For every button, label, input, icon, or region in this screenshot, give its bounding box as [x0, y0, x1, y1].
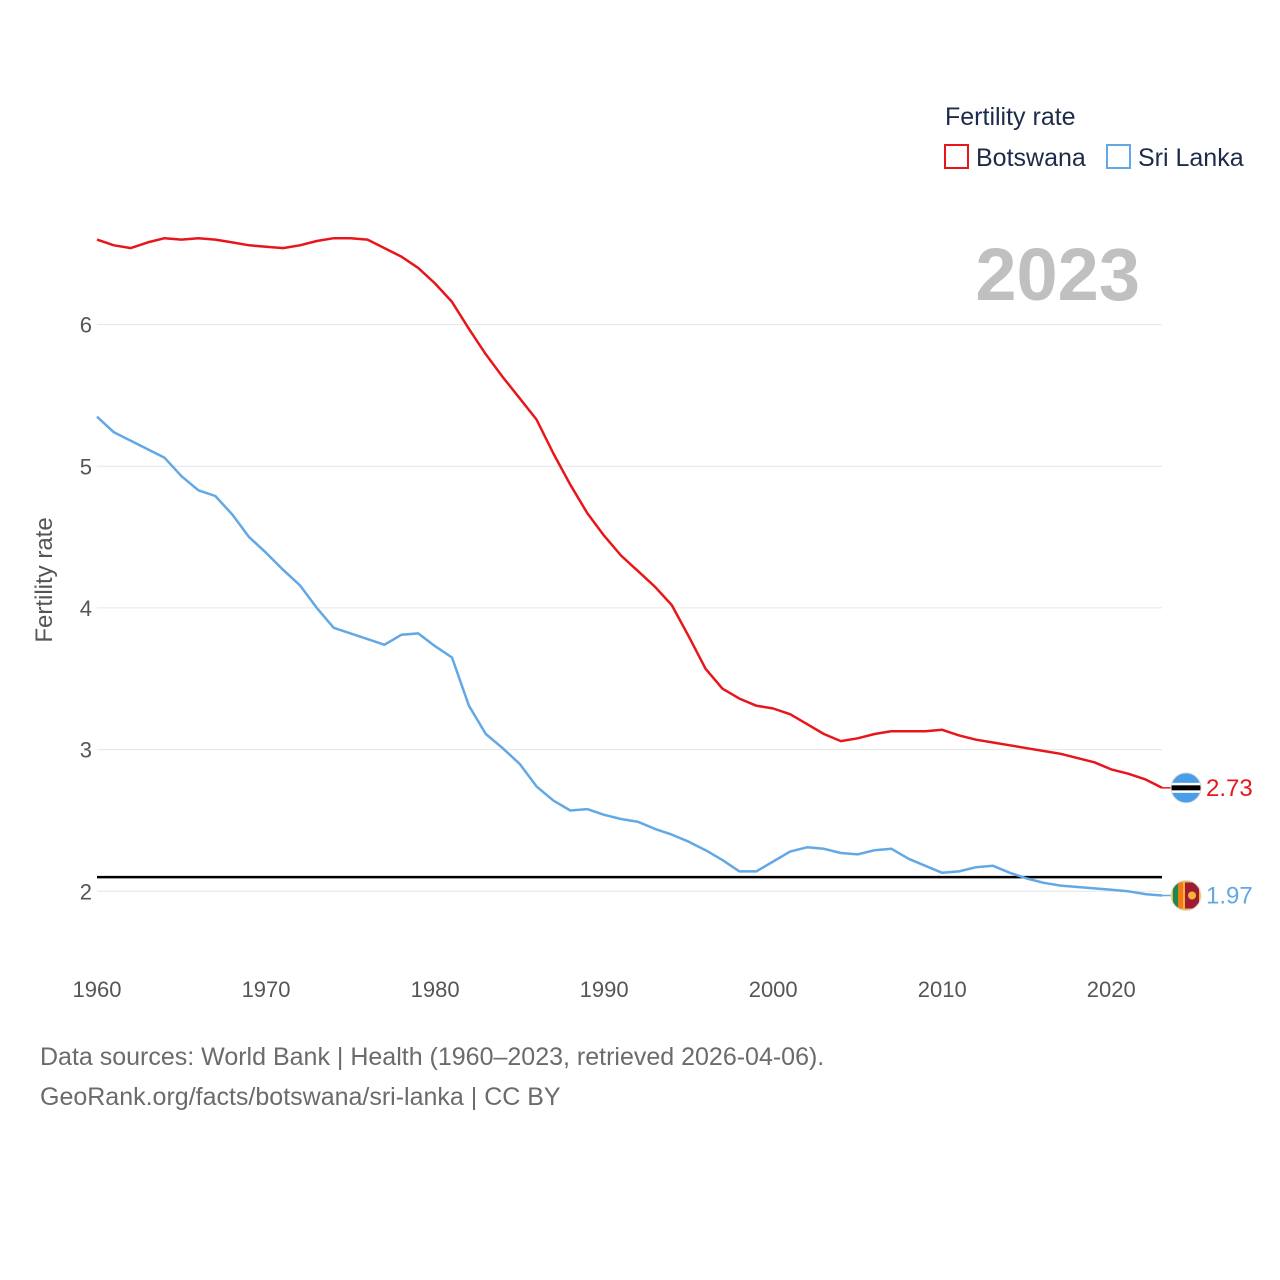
flag-sri-lanka-icon [1170, 880, 1202, 911]
x-tick-label-1960: 1960 [73, 977, 122, 1002]
end-value-label-botswana: 2.73 [1206, 775, 1253, 802]
legend-swatch-botswana [944, 144, 969, 169]
series-line-sri-lanka[interactable] [96, 415, 1163, 897]
end-label-layer: 2.73 1.97 [1162, 772, 1253, 911]
series-layer [96, 236, 1163, 897]
x-tick-label-1970: 1970 [242, 977, 291, 1002]
x-tick-label-2020: 2020 [1087, 977, 1136, 1002]
x-tick-label-2000: 2000 [749, 977, 798, 1002]
series-line-botswana[interactable] [96, 236, 1163, 789]
x-tick-label-1980: 1980 [411, 977, 460, 1002]
legend-title: Fertility rate [945, 103, 1076, 131]
y-tick-label-5: 5 [80, 454, 92, 479]
y-tick-label-2: 2 [80, 879, 92, 904]
legend-label-sri-lanka: Sri Lanka [1138, 144, 1244, 172]
x-tick-label-1990: 1990 [580, 977, 629, 1002]
y-tick-label-4: 4 [80, 596, 92, 621]
y-tick-label-3: 3 [80, 738, 92, 763]
legend-item-botswana[interactable]: Botswana [944, 144, 1086, 172]
x-tick-label-2010: 2010 [918, 977, 967, 1002]
year-display: 2023 [975, 233, 1140, 316]
legend: Fertility rate Botswana Sri Lanka [944, 103, 1244, 172]
legend-swatch-sri-lanka [1106, 144, 1131, 169]
flag-botswana-icon [1170, 772, 1202, 804]
grid-layer [97, 324, 1162, 892]
legend-label-botswana: Botswana [976, 144, 1086, 172]
y-axis-label: Fertility rate [31, 517, 58, 642]
footer-sources: Data sources: World Bank | Health (1960–… [40, 1043, 825, 1071]
axis-layer: 2 3 4 5 6 1960 1970 1980 1990 2000 2010 2020 [73, 313, 1136, 1002]
end-value-label-sri-lanka: 1.97 [1206, 883, 1253, 910]
y-tick-label-6: 6 [80, 313, 92, 338]
legend-item-sri-lanka[interactable]: Sri Lanka [1106, 144, 1244, 172]
footer-attribution[interactable]: GeoRank.org/facts/botswana/sri-lanka | C… [40, 1083, 561, 1111]
